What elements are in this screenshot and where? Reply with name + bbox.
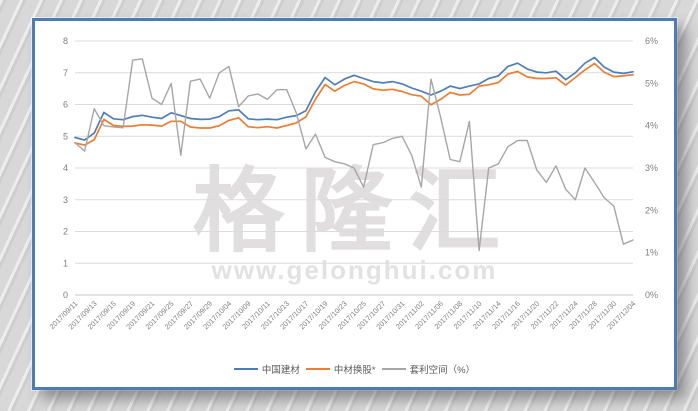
svg-text:6: 6 bbox=[63, 100, 68, 110]
y-axis-right-ticks: 0% 1% 2% 3% 4% 5% 6% bbox=[645, 36, 658, 300]
svg-text:1: 1 bbox=[63, 258, 68, 268]
x-axis-ticks: 2017/09/112017/09/132017/09/152017/09/19… bbox=[48, 299, 638, 331]
series-line-1 bbox=[74, 62, 634, 146]
series-line-2 bbox=[74, 58, 634, 252]
svg-text:2: 2 bbox=[63, 227, 68, 237]
legend-label-series2: 中材换股* bbox=[333, 365, 376, 376]
svg-text:4: 4 bbox=[63, 163, 68, 173]
series-line-0 bbox=[74, 56, 634, 141]
chart-area: 格隆汇 www.gelonghui.com 0 1 2 3 4 5 6 7 8 0% 1% 2% 3% 4… bbox=[35, 21, 674, 387]
legend-line-icon-blue bbox=[233, 368, 258, 370]
legend-line-icon-gray bbox=[381, 368, 406, 370]
legend-item-series2: 中材换股* bbox=[305, 362, 376, 376]
svg-text:8: 8 bbox=[63, 36, 68, 46]
svg-text:3%: 3% bbox=[645, 163, 658, 173]
svg-text:1%: 1% bbox=[645, 248, 658, 258]
legend-item-series1: 中国建材 bbox=[233, 362, 300, 376]
svg-text:0: 0 bbox=[63, 290, 68, 300]
y-axis-left-ticks: 0 1 2 3 4 5 6 7 8 bbox=[63, 36, 68, 300]
svg-text:4%: 4% bbox=[645, 121, 658, 131]
svg-text:5%: 5% bbox=[645, 78, 658, 88]
legend-label-series1: 中国建材 bbox=[261, 365, 300, 376]
chart-legend: 中国建材 中材换股* 套利空间（%） bbox=[35, 362, 674, 376]
legend-item-series3: 套利空间（%） bbox=[381, 362, 476, 376]
legend-line-icon-orange bbox=[305, 368, 330, 370]
legend-label-series3: 套利空间（%） bbox=[409, 365, 476, 376]
svg-text:5: 5 bbox=[63, 131, 68, 141]
svg-text:6%: 6% bbox=[645, 36, 658, 46]
chart-card: 格隆汇 www.gelonghui.com 0 1 2 3 4 5 6 7 8 0% 1% 2% 3% 4… bbox=[32, 18, 677, 390]
svg-text:3: 3 bbox=[63, 195, 68, 205]
chart-svg: 0 1 2 3 4 5 6 7 8 0% 1% 2% 3% 4% 5% 6% 2017/09/112017/09… bbox=[48, 36, 658, 331]
svg-text:0%: 0% bbox=[645, 290, 658, 300]
svg-text:2%: 2% bbox=[645, 205, 658, 215]
svg-text:7: 7 bbox=[63, 68, 68, 78]
